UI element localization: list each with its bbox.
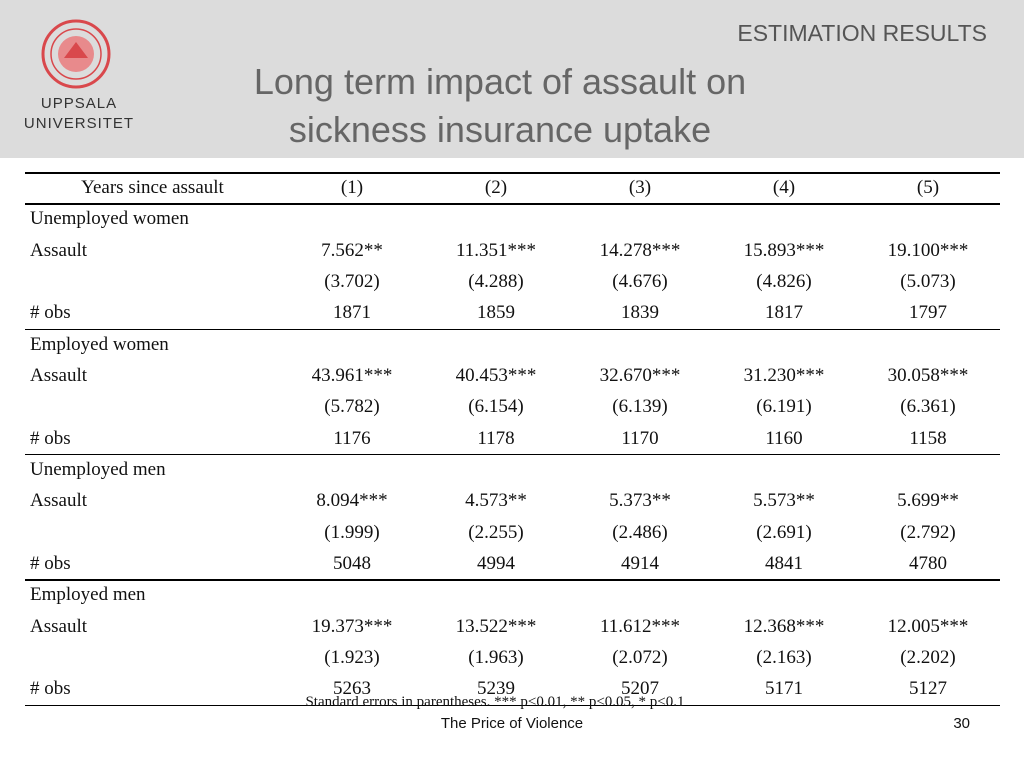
table-cell: 5.699** xyxy=(897,490,959,512)
table-cell: (6.191) xyxy=(756,396,812,418)
table-cell: 7.562** xyxy=(321,239,383,261)
table-rule xyxy=(25,453,1000,456)
section-label: ESTIMATION RESULTS xyxy=(737,20,987,46)
table-cell: 1797 xyxy=(909,302,947,324)
header-band: UPPSALA UNIVERSITET ESTIMATION RESULTS L… xyxy=(0,0,1024,158)
table-cell: (1.923) xyxy=(324,646,380,668)
table-rule xyxy=(25,172,1000,174)
table-cell: 1160 xyxy=(765,427,803,449)
row-label: # obs xyxy=(30,302,71,324)
table-rule xyxy=(25,704,1000,707)
row-label: Assault xyxy=(30,490,87,512)
table-cell: 4994 xyxy=(477,552,515,574)
logo-seal xyxy=(41,19,111,89)
table-cell: 5207 xyxy=(621,678,659,700)
table-cell: 12.368*** xyxy=(743,615,825,637)
table-cell: 1176 xyxy=(333,427,371,449)
table-rule xyxy=(25,328,1000,331)
table-cell: 1170 xyxy=(621,427,659,449)
row-label: # obs xyxy=(30,678,71,700)
table-cell: (2.255) xyxy=(468,521,524,543)
table-cell: 31.230*** xyxy=(743,364,825,386)
table-cell: (4) xyxy=(772,177,796,198)
table-cell: (4.676) xyxy=(612,270,668,292)
table-cell: (6.361) xyxy=(900,396,956,418)
table-note: Standard errors in parentheses. *** p<0.… xyxy=(305,694,685,710)
row-label: # obs xyxy=(30,427,71,449)
logo-line: UNIVERSITET xyxy=(23,115,135,132)
title-line: sickness insurance uptake xyxy=(288,109,712,150)
row-label: Assault xyxy=(30,615,87,637)
slide-title: Long term impact of assault on sickness … xyxy=(200,58,800,154)
table-cell: (5) xyxy=(916,177,940,198)
table-cell: 5048 xyxy=(333,552,371,574)
footer-text: The Price of Violence xyxy=(440,715,584,732)
table-cell: 5239 xyxy=(477,678,515,700)
table-cell: (4.826) xyxy=(756,270,812,292)
table-cell: 30.058*** xyxy=(887,364,969,386)
table-cell: (2.691) xyxy=(756,521,812,543)
table-rule xyxy=(25,579,1000,581)
logo-line: UPPSALA xyxy=(40,95,118,112)
table-cell: 4914 xyxy=(621,552,659,574)
table-cell: 11.612*** xyxy=(599,615,681,637)
table-cell: (1) xyxy=(340,177,364,198)
table-cell: 4841 xyxy=(765,552,803,574)
table-cell: (6.154) xyxy=(468,396,524,418)
table-cell: 4780 xyxy=(909,552,947,574)
table-cell: (3) xyxy=(628,177,652,198)
group-label: Unemployed women xyxy=(30,208,189,230)
row-label: Assault xyxy=(30,239,87,261)
title-line: Long term impact of assault on xyxy=(253,61,747,102)
table-cell: 5.373** xyxy=(609,490,671,512)
table-cell: (1.963) xyxy=(468,646,524,668)
table-cell: 1859 xyxy=(477,302,515,324)
group-label: Employed men xyxy=(30,584,146,606)
column-header: Years since assault xyxy=(81,177,224,198)
table-cell: 1871 xyxy=(333,302,371,324)
table-cell: (2.486) xyxy=(612,521,668,543)
table-cell: 5.573** xyxy=(753,490,815,512)
table-cell: (1.999) xyxy=(324,521,380,543)
table-cell: 11.351*** xyxy=(455,239,537,261)
group-label: Employed women xyxy=(30,333,169,355)
table-cell: 15.893*** xyxy=(743,239,825,261)
table-cell: 1178 xyxy=(477,427,515,449)
table-cell: 43.961*** xyxy=(311,364,393,386)
table-rule xyxy=(25,203,1000,205)
table-cell: 8.094*** xyxy=(316,490,388,512)
table-cell: 12.005*** xyxy=(887,615,969,637)
table-cell: 4.573** xyxy=(465,490,527,512)
group-label: Unemployed men xyxy=(30,458,166,480)
table-cell: 1839 xyxy=(621,302,659,324)
table-cell: 32.670*** xyxy=(599,364,681,386)
row-label: # obs xyxy=(30,552,71,574)
table-cell: 5127 xyxy=(909,678,947,700)
table-cell: 19.100*** xyxy=(887,239,969,261)
table-cell: (2.202) xyxy=(900,646,956,668)
table-cell: (2.792) xyxy=(900,521,956,543)
table-cell: 1817 xyxy=(765,302,803,324)
table-cell: 5171 xyxy=(765,678,803,700)
table-cell: (6.139) xyxy=(612,396,668,418)
table-cell: (4.288) xyxy=(468,270,524,292)
table-cell: (2) xyxy=(484,177,508,198)
logo-text: UPPSALA UNIVERSITET xyxy=(22,94,136,134)
table-cell: 1158 xyxy=(909,427,947,449)
table-cell: 19.373*** xyxy=(311,615,393,637)
table-cell: (2.163) xyxy=(756,646,812,668)
table-cell: 5263 xyxy=(333,678,371,700)
table-cell: (5.782) xyxy=(324,396,380,418)
table-cell: (5.073) xyxy=(900,270,956,292)
table-cell: 13.522*** xyxy=(455,615,537,637)
page-number: 30 xyxy=(953,715,970,732)
table-cell: (2.072) xyxy=(612,646,668,668)
table-cell: (3.702) xyxy=(324,270,380,292)
table-cell: 14.278*** xyxy=(599,239,681,261)
row-label: Assault xyxy=(30,364,87,386)
table-cell: 40.453*** xyxy=(455,364,537,386)
